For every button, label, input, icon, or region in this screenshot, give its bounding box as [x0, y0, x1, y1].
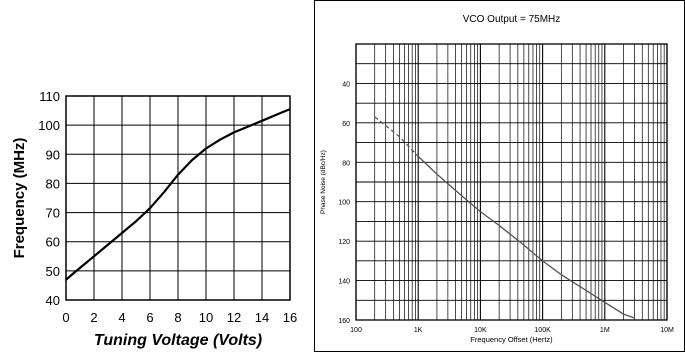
chart-border	[314, 0, 685, 352]
x-tick-label: 2	[90, 310, 97, 325]
x-tick-label: 0	[62, 310, 69, 325]
x-tick-label: 100	[350, 327, 362, 334]
y-tick-label: 80	[46, 176, 60, 191]
phase-noise-curve	[417, 155, 635, 319]
x-tick-label: 6	[146, 310, 153, 325]
y-tick-label: 120	[338, 239, 350, 246]
x-axis-label: Frequency Offset (Hertz)	[470, 335, 553, 344]
phase-noise-chart: 100 1K 10K 100K 1M 10M 40 60 80 100 120 140 160 VCO O…	[314, 0, 685, 352]
x-tick-label: 10K	[474, 327, 487, 334]
x-tick-label: 10M	[660, 327, 674, 334]
y-tick-label: 40	[342, 81, 350, 88]
x-tick-label: 16	[283, 310, 297, 325]
x-tick-label: 1M	[600, 327, 610, 334]
y-tick-label: 70	[46, 206, 60, 221]
y-tick-label: 100	[338, 200, 350, 207]
y-tick-label: 140	[338, 279, 350, 286]
y-tick-label: 80	[342, 160, 350, 167]
x-tick-label: 1K	[414, 327, 423, 334]
y-tick-label: 60	[46, 235, 60, 250]
y-axis-label: Frequency (MHz)	[11, 138, 28, 259]
y-tick-label: 60	[342, 121, 350, 128]
plot-frame	[355, 43, 668, 321]
x-tick-label: 100K	[534, 327, 551, 334]
frequency-vs-voltage-chart: 0 2 4 6 8 10 12 14 16 40 50 60 70 80 90 100 110 Tuning Vo…	[11, 89, 297, 349]
y-tick-label: 160	[338, 318, 350, 325]
y-tick-label: 110	[39, 89, 60, 104]
y-tick-label: 50	[46, 264, 60, 279]
frequency-curve	[65, 108, 291, 281]
phase-noise-curve-dashed	[374, 116, 419, 157]
y-tick-label: 40	[46, 293, 60, 308]
y-tick-label: 100	[38, 118, 60, 133]
y-axis-label: Phase Noise (dBc/Hz)	[320, 150, 327, 214]
y-tick-label: 90	[46, 147, 60, 162]
chart-title: VCO Output = 75MHz	[463, 14, 561, 25]
x-tick-label: 12	[227, 310, 241, 325]
x-axis-label: Tuning Voltage (Volts)	[94, 332, 262, 349]
x-tick-label: 10	[199, 310, 213, 325]
x-tick-label: 8	[174, 310, 181, 325]
x-tick-label: 14	[255, 310, 269, 325]
x-tick-label: 4	[118, 310, 125, 325]
plot-frame	[65, 95, 291, 301]
